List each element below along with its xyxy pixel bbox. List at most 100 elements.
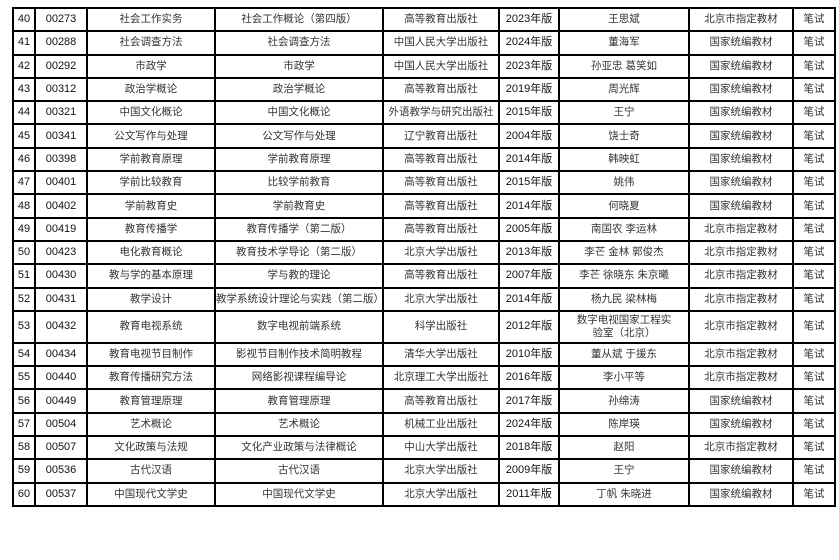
edition-year-cell: 2009年版 bbox=[498, 458, 560, 484]
table-row: 48 00402 学前教育史 学前教育史 高等教育出版社 2014年版 何晓夏 国家统编教材笔… bbox=[12, 193, 836, 219]
textbook-type-cell: 北京市指定教材 bbox=[688, 263, 794, 289]
table-row: 60 00537 中国现代文学史 中国现代文学史 北京大学出版社 2011年版 丁帆 朱晓进… bbox=[12, 481, 836, 507]
publisher-cell: 高等教育出版社 bbox=[382, 170, 500, 196]
table-row: 49 00419 教育传播学 教育传播学（第二版） 高等教育出版社 2005年版 南国农 李… bbox=[12, 216, 836, 242]
textbook-type-cell: 国家统编教材 bbox=[688, 481, 794, 507]
course-name-cell: 学前教育原理 bbox=[86, 146, 216, 173]
exam-form-cell: 笔试 bbox=[792, 481, 836, 507]
course-code-cell: 00312 bbox=[34, 76, 88, 103]
course-name-cell: 中国现代文学史 bbox=[86, 481, 216, 507]
course-name-cell: 政治学概论 bbox=[86, 76, 216, 103]
edition-year-cell: 2007年版 bbox=[498, 263, 560, 289]
author-cell: 赵阳 bbox=[558, 435, 690, 461]
course-code-cell: 00273 bbox=[34, 6, 88, 33]
row-number-cell: 58 bbox=[12, 435, 36, 461]
course-code-cell: 00401 bbox=[34, 170, 88, 196]
exam-form-cell: 笔试 bbox=[792, 458, 836, 484]
textbook-table: 40 00273 社会工作实务 社会工作概论（第四版） 高等教育出版社 2023年版 王思斌… bbox=[12, 6, 836, 507]
row-number-cell: 57 bbox=[12, 411, 36, 438]
textbook-name-cell: 古代汉语 bbox=[214, 458, 384, 484]
course-name-cell: 社会调查方法 bbox=[86, 30, 216, 56]
course-code-cell: 00504 bbox=[34, 411, 88, 438]
table-row: 58 00507 文化政策与法规 文化产业政策与法律概论 中山大学出版社 2018年版 赵阳… bbox=[12, 435, 836, 461]
edition-year-cell: 2014年版 bbox=[498, 146, 560, 173]
textbook-name-cell: 教育管理原理 bbox=[214, 388, 384, 414]
textbook-name-cell: 文化产业政策与法律概论 bbox=[214, 435, 384, 461]
publisher-cell: 辽宁教育出版社 bbox=[382, 123, 500, 149]
publisher-cell: 高等教育出版社 bbox=[382, 263, 500, 289]
exam-form-cell: 笔试 bbox=[792, 239, 836, 266]
course-name-cell: 教育管理原理 bbox=[86, 388, 216, 414]
author-cell: 韩映虹 bbox=[558, 146, 690, 173]
course-code-cell: 00419 bbox=[34, 216, 88, 242]
row-number-cell: 44 bbox=[12, 100, 36, 126]
author-cell: 陈岸瑛 bbox=[558, 411, 690, 438]
edition-year-cell: 2005年版 bbox=[498, 216, 560, 242]
course-name-cell: 公文写作与处理 bbox=[86, 123, 216, 149]
course-name-cell: 市政学 bbox=[86, 53, 216, 79]
row-number-cell: 59 bbox=[12, 458, 36, 484]
textbook-type-cell: 北京市指定教材 bbox=[688, 341, 794, 368]
textbook-type-cell: 国家统编教材 bbox=[688, 30, 794, 56]
textbook-type-cell: 国家统编教材 bbox=[688, 193, 794, 219]
author-cell: 王宁 bbox=[558, 458, 690, 484]
course-name-cell: 中国文化概论 bbox=[86, 100, 216, 126]
exam-form-cell: 笔试 bbox=[792, 263, 836, 289]
table-row: 56 00449 教育管理原理 教育管理原理 高等教育出版社 2017年版 孙绵涛 国家统编教… bbox=[12, 388, 836, 414]
exam-form-cell: 笔试 bbox=[792, 30, 836, 56]
course-name-cell: 文化政策与法规 bbox=[86, 435, 216, 461]
textbook-name-cell: 网络影视课程编导论 bbox=[214, 365, 384, 391]
exam-form-cell: 笔试 bbox=[792, 123, 836, 149]
textbook-type-cell: 国家统编教材 bbox=[688, 458, 794, 484]
course-code-cell: 00449 bbox=[34, 388, 88, 414]
table-row: 44 00321 中国文化概论 中国文化概论 外语教学与研究出版社 2015年版 王宁 国家统… bbox=[12, 100, 836, 126]
table-row: 50 00423 电化教育概论 教育技术学导论（第二版） 北京大学出版社 2013年版 李芒… bbox=[12, 239, 836, 266]
course-name-cell: 教与学的基本原理 bbox=[86, 263, 216, 289]
author-cell: 南国农 李运林 bbox=[558, 216, 690, 242]
course-code-cell: 00536 bbox=[34, 458, 88, 484]
exam-form-cell: 笔试 bbox=[792, 100, 836, 126]
exam-form-cell: 笔试 bbox=[792, 193, 836, 219]
textbook-type-cell: 北京市指定教材 bbox=[688, 286, 794, 312]
author-cell: 数字电视国家工程实验室（北京） bbox=[558, 309, 690, 344]
exam-form-cell: 笔试 bbox=[792, 341, 836, 368]
exam-form-cell: 笔试 bbox=[792, 216, 836, 242]
course-name-cell: 古代汉语 bbox=[86, 458, 216, 484]
publisher-cell: 清华大学出版社 bbox=[382, 341, 500, 368]
row-number-cell: 53 bbox=[12, 309, 36, 344]
author-cell: 杨九民 梁林梅 bbox=[558, 286, 690, 312]
textbook-name-cell: 比较学前教育 bbox=[214, 170, 384, 196]
row-number-cell: 54 bbox=[12, 341, 36, 368]
author-cell: 李芒 徐晓东 朱京曦 bbox=[558, 263, 690, 289]
author-cell: 董海军 bbox=[558, 30, 690, 56]
edition-year-cell: 2018年版 bbox=[498, 435, 560, 461]
course-code-cell: 00432 bbox=[34, 309, 88, 344]
edition-year-cell: 2016年版 bbox=[498, 365, 560, 391]
row-number-cell: 40 bbox=[12, 6, 36, 33]
course-code-cell: 00537 bbox=[34, 481, 88, 507]
author-cell: 孙绵涛 bbox=[558, 388, 690, 414]
row-number-cell: 50 bbox=[12, 239, 36, 266]
exam-form-cell: 笔试 bbox=[792, 286, 836, 312]
textbook-type-cell: 国家统编教材 bbox=[688, 146, 794, 173]
course-code-cell: 00402 bbox=[34, 193, 88, 219]
textbook-type-cell: 国家统编教材 bbox=[688, 170, 794, 196]
author-cell: 饶士奇 bbox=[558, 123, 690, 149]
exam-form-cell: 笔试 bbox=[792, 309, 836, 344]
textbook-type-cell: 国家统编教材 bbox=[688, 123, 794, 149]
course-code-cell: 00341 bbox=[34, 123, 88, 149]
course-name-cell: 电化教育概论 bbox=[86, 239, 216, 266]
textbook-name-cell: 教育技术学导论（第二版） bbox=[214, 239, 384, 266]
course-name-cell: 教育传播学 bbox=[86, 216, 216, 242]
textbook-type-cell: 国家统编教材 bbox=[688, 100, 794, 126]
row-number-cell: 47 bbox=[12, 170, 36, 196]
table-row: 51 00430 教与学的基本原理 学与教的理论 高等教育出版社 2007年版 李芒 徐晓东… bbox=[12, 263, 836, 289]
textbook-name-cell: 数字电视前端系统 bbox=[214, 309, 384, 344]
publisher-cell: 中国人民大学出版社 bbox=[382, 30, 500, 56]
author-cell: 孙亚忠 葛笑如 bbox=[558, 53, 690, 79]
row-number-cell: 60 bbox=[12, 481, 36, 507]
row-number-cell: 43 bbox=[12, 76, 36, 103]
row-number-cell: 41 bbox=[12, 30, 36, 56]
exam-form-cell: 笔试 bbox=[792, 76, 836, 103]
row-number-cell: 52 bbox=[12, 286, 36, 312]
